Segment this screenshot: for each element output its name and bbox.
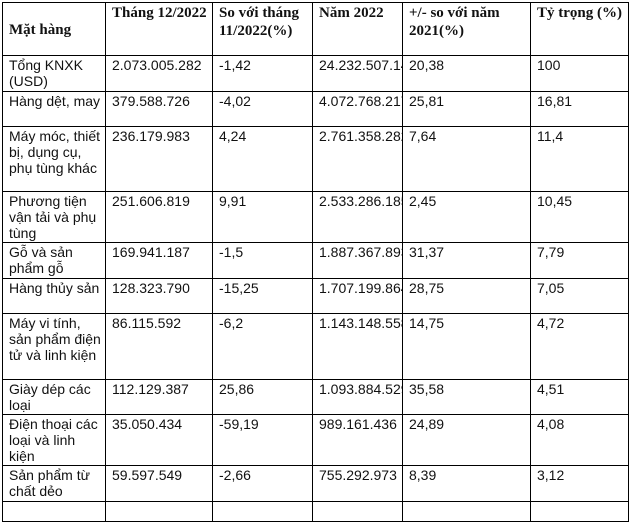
value-cell: 4,72 [530,313,629,380]
value-cell: 2,45 [402,191,531,243]
value-cell: 31,37 [402,242,531,279]
value-cell: -4,02 [212,91,313,127]
value-cell: -2,66 [212,465,313,502]
value-cell: 16,81 [530,91,629,127]
table-row: Gỗ và sản phẩm gỗ 169.941.187 -1,5 1.887.36… [2,242,629,279]
value-cell: 112.129.387 [105,379,213,415]
value-cell: 11,4 [530,126,629,192]
item-name-cell: Tổng KNXK (USD) [2,55,106,92]
value-cell: 1.887.367.893 [312,242,403,279]
value-cell: 2.073.005.282 [105,55,213,92]
empty-cell [312,501,403,522]
value-cell: 989.161.436 [312,414,403,466]
value-cell: 4.072.768.217 [312,91,403,127]
value-cell: 9,91 [212,191,313,243]
value-cell: 25,81 [402,91,531,127]
value-cell: 3,12 [530,465,629,502]
value-cell: 59.597.549 [105,465,213,502]
value-cell: 100 [530,55,629,92]
value-cell: 4,51 [530,379,629,415]
value-cell: 4,24 [212,126,313,192]
value-cell: -1,5 [212,242,313,279]
header-cell: Tỷ trọng (%) [530,2,629,56]
item-name-cell: Điện thoại các loại và linh kiện [2,414,106,466]
value-cell: -1,42 [212,55,313,92]
value-cell: 251.606.819 [105,191,213,243]
value-cell: 4,08 [530,414,629,466]
item-name-cell: Máy vi tính, sản phẩm điện tử và linh ki… [2,313,106,380]
header-cell: +/- so với năm 2021(%) [402,2,531,56]
item-name-cell: Giày dép các loại [2,379,106,415]
item-name-cell: Gỗ và sản phẩm gỗ [2,242,106,279]
table-header-row: Mặt hàng Tháng 12/2022 So với tháng 11/2… [2,2,629,56]
value-cell: 1.143.148.558 [312,313,403,380]
value-cell: 86.115.592 [105,313,213,380]
table-row: Máy móc, thiết bị, dụng cụ, phụ tùng khá… [2,126,629,192]
value-cell: 24,89 [402,414,531,466]
value-cell: 8,39 [402,465,531,502]
header-cell: Năm 2022 [312,2,403,56]
value-cell: 1.707.199.864 [312,278,403,314]
value-cell: 7,64 [402,126,531,192]
value-cell: -15,25 [212,278,313,314]
item-name-cell: Phương tiện vận tải và phụ tùng [2,191,106,243]
value-cell: 2.533.286.185 [312,191,403,243]
table-row: Điện thoại các loại và linh kiện 35.050.4… [2,414,629,466]
value-cell: 28,75 [402,278,531,314]
value-cell: 379.588.726 [105,91,213,127]
empty-cell [212,501,313,522]
item-name-cell: Hàng thủy sản [2,278,106,314]
value-cell: -59,19 [212,414,313,466]
value-cell: 2.761.358.282 [312,126,403,192]
empty-cell [2,501,106,522]
value-cell: 755.292.973 [312,465,403,502]
value-cell: 1.093.884.529 [312,379,403,415]
header-cell: Mặt hàng [2,2,106,56]
value-cell: 25,86 [212,379,313,415]
empty-cell [105,501,213,522]
value-cell: -6,2 [212,313,313,380]
empty-cell [402,501,531,522]
table-row-partial [2,501,629,522]
value-cell: 128.323.790 [105,278,213,314]
table-row: Hàng dệt, may 379.588.726 -4,02 4.072.768.2… [2,91,629,127]
item-name-cell: Sản phẩm từ chất dẻo [2,465,106,502]
header-cell: Tháng 12/2022 [105,2,213,56]
table-row: Giày dép các loại 112.129.387 25,86 1.093.8… [2,379,629,415]
value-cell: 7,79 [530,242,629,279]
item-name-cell: Máy móc, thiết bị, dụng cụ, phụ tùng khá… [2,126,106,192]
header-cell: So với tháng 11/2022(%) [212,2,313,56]
value-cell: 24.232.507.143 [312,55,403,92]
table-row: Phương tiện vận tải và phụ tùng 251.606.8… [2,191,629,243]
table-row: Tổng KNXK (USD) 2.073.005.282 -1,42 24.232.… [2,55,629,92]
value-cell: 14,75 [402,313,531,380]
table-row: Sản phẩm từ chất dẻo 59.597.549 -2,66 755.2… [2,465,629,502]
value-cell: 7,05 [530,278,629,314]
table-row: Hàng thủy sản 128.323.790 -15,25 1.707.199.… [2,278,629,314]
value-cell: 10,45 [530,191,629,243]
empty-cell [530,501,629,522]
value-cell: 20,38 [402,55,531,92]
item-name-cell: Hàng dệt, may [2,91,106,127]
value-cell: 35,58 [402,379,531,415]
table-row: Máy vi tính, sản phẩm điện tử và linh ki… [2,313,629,380]
value-cell: 35.050.434 [105,414,213,466]
value-cell: 169.941.187 [105,242,213,279]
value-cell: 236.179.983 [105,126,213,192]
